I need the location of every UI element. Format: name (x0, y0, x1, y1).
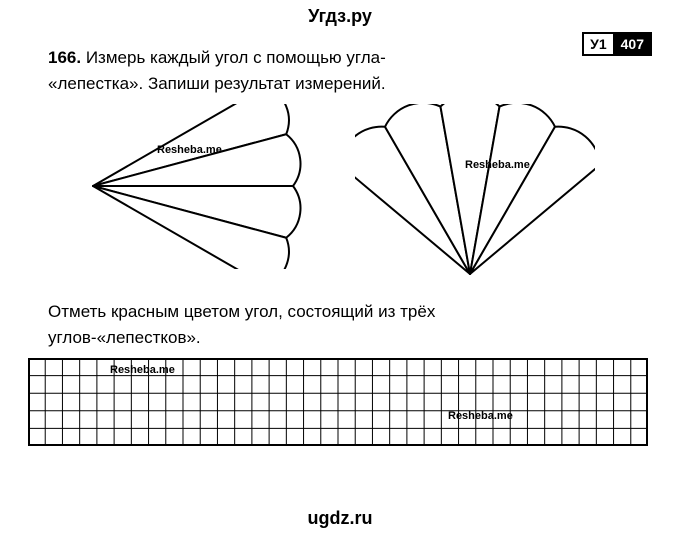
task-line2: «лепестка». Запиши результат измерений. (48, 74, 386, 93)
badge-left: У1 (582, 32, 613, 56)
figure-2-wrap: Resheba.me (355, 104, 595, 289)
watermark-grid2: Resheba.me (448, 410, 513, 422)
task2-line1: Отметь красным цветом угол, состоящий из… (48, 302, 435, 321)
task-line1: Измерь каждый угол с помощью угла- (86, 48, 386, 67)
figure-2 (355, 104, 595, 284)
watermark-grid1: Resheba.me (110, 364, 175, 376)
page-badge: У1407 (582, 32, 652, 56)
watermark-fig2: Resheba.me (465, 159, 530, 171)
task-text: 166. Измерь каждый угол с помощью угла- … (48, 45, 640, 96)
task2-text: Отметь красным цветом угол, состоящий из… (48, 299, 640, 350)
grid-wrap: Resheba.me Resheba.me (28, 358, 652, 451)
watermark-fig1: Resheba.me (157, 144, 222, 156)
site-header: Угдз.ру (0, 0, 680, 27)
figure-1 (85, 104, 315, 269)
badge-right: 407 (613, 32, 652, 56)
figures-row: Resheba.me Resheba.me (0, 104, 680, 289)
task-number: 166. (48, 48, 81, 67)
site-footer: ugdz.ru (0, 508, 680, 529)
task2-line2: углов-«лепестков». (48, 328, 201, 347)
figure-1-wrap: Resheba.me (85, 104, 315, 289)
